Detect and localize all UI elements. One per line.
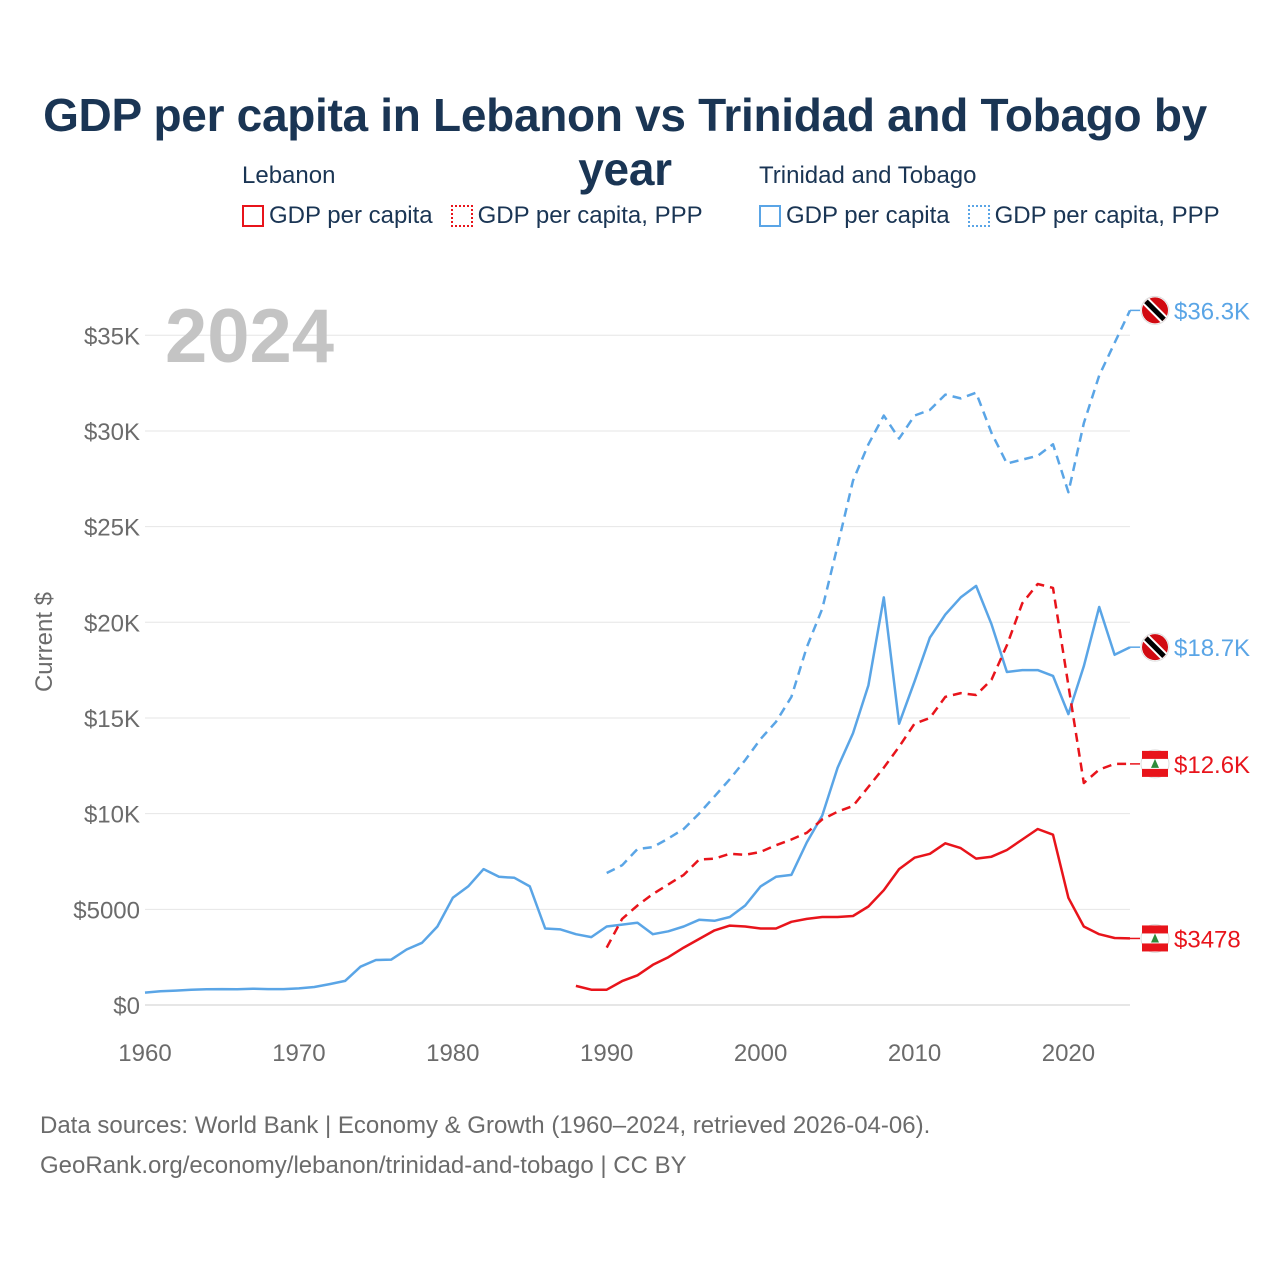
footer: Data sources: World Bank | Economy & Gro… <box>40 1106 930 1186</box>
chart-title: GDP per capita in Lebanon vs Trinidad an… <box>43 89 1207 195</box>
legend-item-label: GDP per capita, PPP <box>477 202 703 229</box>
year-label: 2024 <box>165 294 334 379</box>
x-tick-label: 1990 <box>580 1040 633 1067</box>
y-tick-label: $30K <box>84 419 140 446</box>
flag-trinidad-stripe <box>1144 636 1166 658</box>
x-tick-label: 2000 <box>734 1040 787 1067</box>
flag-lebanon-bottom <box>1142 943 1168 952</box>
legend-item-trinidad-gdp-ppp[interactable]: GDP per capita, PPP <box>967 202 1220 230</box>
x-tick-label: 1960 <box>118 1040 171 1067</box>
y-tick-label: $10K <box>84 802 140 829</box>
legend-item-label: GDP per capita <box>269 202 433 229</box>
end-value-label: $18.7K <box>1174 635 1250 662</box>
y-tick-label: $35K <box>84 323 140 350</box>
legend-swatch <box>242 205 264 227</box>
end-value-label: $36.3K <box>1174 298 1250 325</box>
series-line <box>575 827 1131 991</box>
legend-group-title: Trinidad and Tobago <box>759 162 977 189</box>
series-line <box>144 584 1131 994</box>
series-line <box>606 309 1132 875</box>
legend-swatch <box>450 205 473 227</box>
flag-lebanon-cedar <box>1151 758 1159 768</box>
end-value-label: $3478 <box>1174 926 1241 953</box>
legend-group-lebanon: Lebanon GDP per capita GDP per capita, P… <box>242 162 703 230</box>
legend-swatch <box>759 205 781 227</box>
y-tick-label: $25K <box>84 515 140 542</box>
legend-swatch <box>967 205 990 227</box>
legend-item-label: GDP per capita, PPP <box>994 202 1220 229</box>
flag-lebanon-bottom <box>1142 768 1168 777</box>
x-tick-label: 2010 <box>888 1040 941 1067</box>
x-tick-label: 1970 <box>272 1040 325 1067</box>
y-axis-label: Current $ <box>31 592 58 692</box>
flag-trinidad-stripe <box>1144 299 1166 322</box>
y-tick-label: $5000 <box>73 897 140 924</box>
x-tick-label: 1980 <box>426 1040 479 1067</box>
y-tick-label: $20K <box>84 610 140 637</box>
x-tick-label: 2020 <box>1042 1040 1095 1067</box>
y-tick-label: $15K <box>84 706 140 733</box>
legend-group-trinidad: Trinidad and Tobago GDP per capita GDP p… <box>759 162 1220 230</box>
flag-lebanon-cedar <box>1151 933 1159 943</box>
flag-lebanon-top <box>1142 925 1168 934</box>
legend-group-title: Lebanon <box>242 162 336 189</box>
legend-item-trinidad-gdp[interactable]: GDP per capita <box>759 202 950 230</box>
legend-item-label: GDP per capita <box>786 202 950 229</box>
legend-item-lebanon-gdp-ppp[interactable]: GDP per capita, PPP <box>450 202 703 230</box>
footer-sources: Data sources: World Bank | Economy & Gro… <box>40 1112 931 1139</box>
legend-item-lebanon-gdp[interactable]: GDP per capita <box>242 202 433 230</box>
footer-url[interactable]: GeoRank.org/economy/lebanon/trinidad-and… <box>40 1152 687 1179</box>
y-tick-label: $0 <box>113 993 140 1020</box>
end-value-label: $12.6K <box>1174 752 1250 779</box>
flag-lebanon-top <box>1142 750 1168 759</box>
series-line <box>605 582 1130 949</box>
